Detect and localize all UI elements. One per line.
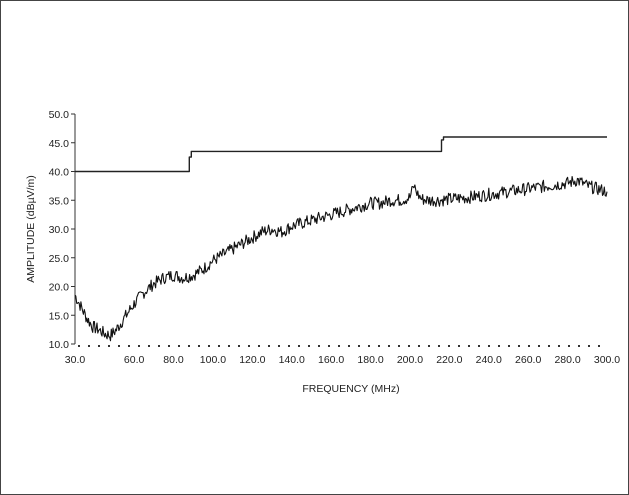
baseline-dot [388,345,390,347]
baseline-dot [268,345,270,347]
x-tick-label: 200.0 [397,354,423,366]
x-tick-label: 160.0 [318,354,344,366]
baseline-dot [368,345,370,347]
baseline-dot [208,345,210,347]
x-tick-label: 260.0 [515,354,541,366]
y-tick-label: 25.0 [49,253,70,265]
x-tick-label: 30.0 [65,354,86,366]
baseline-dot [488,345,490,347]
baseline-dot [528,345,530,347]
x-tick-label: 140.0 [279,354,305,366]
baseline-dot [328,345,330,347]
baseline-dot [558,345,560,347]
baseline-dot [508,345,510,347]
y-tick-label: 15.0 [49,310,70,322]
y-tick-label: 20.0 [49,282,70,294]
baseline-dot [428,345,430,347]
baseline-dot [198,345,200,347]
baseline-dot [358,345,360,347]
limit-line [75,136,607,173]
x-tick-label: 240.0 [476,354,502,366]
baseline-dot [188,345,190,347]
y-tick-label: 30.0 [49,224,70,236]
baseline-dot [448,345,450,347]
baseline-dot [478,345,480,347]
baseline-dot [398,345,400,347]
y-tick-label: 10.0 [49,339,70,351]
baseline-dot [408,345,410,347]
baseline-dot [118,345,120,347]
baseline-dot [148,345,150,347]
baseline-dot [588,345,590,347]
baseline-dot [278,345,280,347]
x-tick-label: 220.0 [436,354,462,366]
baseline-dot [158,345,160,347]
baseline-dot [498,345,500,347]
baseline-dot [298,345,300,347]
baseline-dot [458,345,460,347]
measurement-trace [74,175,608,342]
baseline-dot [598,345,600,347]
x-tick-label: 100.0 [200,354,226,366]
baseline-dot [438,345,440,347]
baseline-dot [88,345,90,347]
baseline-dot [98,345,100,347]
baseline-dot [338,345,340,347]
baseline-dot [178,345,180,347]
baseline-dot [238,345,240,347]
x-tick-label: 80.0 [163,354,184,366]
baseline-dot [538,345,540,347]
baseline-dot [568,345,570,347]
baseline-dot [468,345,470,347]
baseline-dot [248,345,250,347]
baseline-dot [518,345,520,347]
x-tick-label: 300.0 [594,354,620,366]
x-axis-title: FREQUENCY (MHz) [302,383,399,395]
x-tick-label: 280.0 [554,354,580,366]
baseline-dot [128,345,130,347]
baseline-dot [318,345,320,347]
x-tick-label: 60.0 [124,354,145,366]
baseline-dot [288,345,290,347]
y-tick-label: 35.0 [49,195,70,207]
baseline-dot [138,345,140,347]
baseline-dot [378,345,380,347]
baseline-dot [78,345,80,347]
baseline-dot [168,345,170,347]
baseline-dot [228,345,230,347]
x-tick-label: 120.0 [239,354,265,366]
baseline-dot [258,345,260,347]
baseline-dot [218,345,220,347]
ticks: 10.0 15.0 20.0 25.0 30.0 35.0 40.0 45.0 50.0 30.0… [49,109,621,366]
y-tick-label: 45.0 [49,138,70,150]
y-axis-title: AMPLITUDE (dBµV/m) [25,175,37,283]
y-tick-label: 50.0 [49,109,70,121]
baseline-dot [418,345,420,347]
x-tick-label: 180.0 [357,354,383,366]
baseline-dot [578,345,580,347]
baseline-dot [548,345,550,347]
baseline-dot [348,345,350,347]
baseline-dot [108,345,110,347]
baseline-dot [308,345,310,347]
baseline-dots [78,345,600,347]
y-tick-label: 40.0 [49,167,70,179]
series-layer [74,136,608,342]
